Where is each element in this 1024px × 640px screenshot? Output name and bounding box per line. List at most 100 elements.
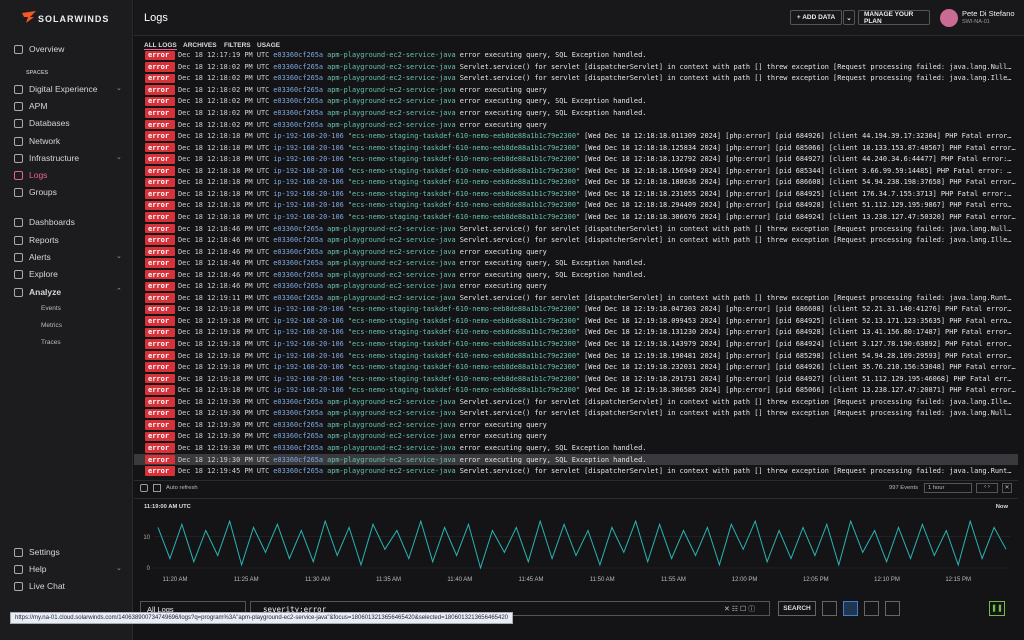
tab[interactable]: USAGE xyxy=(257,42,281,49)
log-host: e03360cf265a xyxy=(273,120,324,129)
tab[interactable]: ALL LOGS xyxy=(144,42,177,50)
log-row[interactable]: error Dec 18 12:18:46 PM UTC e03360cf265a a… xyxy=(134,223,1018,235)
log-row[interactable]: error Dec 18 12:18:18 PM UTC ip-192-168-20… xyxy=(134,153,1018,165)
log-source: "ecs-nemo-staging-taskdef-610-nemo-eeb8d… xyxy=(347,212,581,221)
add-data-button[interactable]: + ADD DATA xyxy=(790,10,842,25)
log-host: e03360cf265a xyxy=(273,259,324,268)
tab[interactable]: FILTERS xyxy=(224,42,251,49)
log-row[interactable]: error Dec 18 12:18:02 PM UTC e03360cf265a a… xyxy=(134,107,1018,119)
log-row[interactable]: error Dec 18 12:18:02 PM UTC e03360cf265a a… xyxy=(134,61,1018,73)
log-host: e03360cf265a xyxy=(273,293,324,302)
nav-item[interactable]: Events xyxy=(41,305,61,312)
refresh-button[interactable] xyxy=(140,484,148,492)
add-data-menu[interactable]: ⌄ xyxy=(843,10,855,25)
log-time: Dec 18 12:18:18 PM UTC xyxy=(178,212,270,221)
log-row[interactable]: error Dec 18 12:19:30 PM UTC e03360cf265a a… xyxy=(134,408,1018,420)
log-row[interactable]: error Dec 18 12:18:02 PM UTC e03360cf265a a… xyxy=(134,73,1018,85)
log-row[interactable]: error Dec 18 12:18:02 PM UTC e03360cf265a a… xyxy=(134,119,1018,131)
log-row[interactable]: error Dec 18 12:18:02 PM UTC e03360cf265a a… xyxy=(134,84,1018,96)
log-row[interactable]: error Dec 18 12:19:30 PM UTC e03360cf265a a… xyxy=(134,431,1018,443)
log-row[interactable]: error Dec 18 12:19:18 PM UTC ip-192-168-20… xyxy=(134,361,1018,373)
plan-button[interactable]: MANAGE YOUR PLAN xyxy=(858,10,930,25)
log-row[interactable]: error Dec 18 12:19:18 PM UTC ip-192-168-20… xyxy=(134,350,1018,362)
nav-item[interactable]: Groups xyxy=(14,187,57,197)
log-row[interactable]: error Dec 18 12:18:18 PM UTC ip-192-168-20… xyxy=(134,142,1018,154)
log-row[interactable]: error Dec 18 12:19:30 PM UTC e03360cf265a a… xyxy=(134,442,1018,454)
log-row[interactable]: error Dec 18 12:19:30 PM UTC e03360cf265a a… xyxy=(134,453,1018,466)
log-source: apm-playground-ec2-service-java xyxy=(327,282,456,291)
avatar[interactable] xyxy=(940,9,958,27)
log-row[interactable]: error Dec 18 12:19:11 PM UTC e03360cf265a a… xyxy=(134,292,1018,304)
nav-item[interactable]: Metrics xyxy=(41,322,62,329)
pause-button[interactable]: ❚❚ xyxy=(989,601,1005,616)
nav-item[interactable]: Dashboards xyxy=(14,217,75,227)
log-row[interactable]: error Dec 18 12:19:45 PM UTC e03360cf265a a… xyxy=(134,465,1018,477)
log-row[interactable]: error Dec 18 12:18:18 PM UTC ip-192-168-20… xyxy=(134,188,1018,200)
log-source: "ecs-nemo-staging-taskdef-610-nemo-eeb8d… xyxy=(347,386,581,395)
log-source: apm-playground-ec2-service-java xyxy=(327,397,456,406)
log-row[interactable]: error Dec 18 12:17:19 PM UTC e03360cf265a a… xyxy=(134,50,1018,61)
chart-toggle[interactable] xyxy=(843,601,858,616)
log-row[interactable]: error Dec 18 12:19:18 PM UTC ip-192-168-20… xyxy=(134,327,1018,339)
log-row[interactable]: error Dec 18 12:18:02 PM UTC e03360cf265a a… xyxy=(134,96,1018,108)
log-level: error xyxy=(145,166,175,176)
nav-item[interactable]: Digital Experience xyxy=(14,84,98,94)
nav-item[interactable]: Infrastructure xyxy=(14,153,79,163)
log-message: [Wed Dec 18 12:19:18.131230 2024] [php:e… xyxy=(584,328,1012,337)
log-row[interactable]: error Dec 18 12:18:18 PM UTC ip-192-168-20… xyxy=(134,177,1018,189)
nav-item[interactable]: Live Chat xyxy=(14,581,65,591)
clock-button[interactable] xyxy=(822,601,837,616)
log-row[interactable]: error Dec 18 12:18:18 PM UTC ip-192-168-20… xyxy=(134,200,1018,212)
nav-item[interactable]: Analyze xyxy=(14,287,61,297)
nav-item[interactable]: Reports xyxy=(14,235,59,245)
nav-item[interactable]: APM xyxy=(14,101,47,111)
nav-icon xyxy=(14,252,23,262)
log-row[interactable]: error Dec 18 12:19:18 PM UTC ip-192-168-20… xyxy=(134,304,1018,316)
tab[interactable]: ARCHIVES xyxy=(183,42,217,49)
log-row[interactable]: error Dec 18 12:18:18 PM UTC ip-192-168-20… xyxy=(134,165,1018,177)
auto-refresh-checkbox[interactable] xyxy=(153,484,161,492)
nav-label: Settings xyxy=(29,547,60,557)
nav-item[interactable]: Databases xyxy=(14,118,70,128)
nav-item[interactable]: Help xyxy=(14,564,46,574)
search-button[interactable]: SEARCH xyxy=(778,601,816,616)
log-row[interactable]: error Dec 18 12:18:46 PM UTC e03360cf265a a… xyxy=(134,269,1018,281)
range-close[interactable]: ✕ xyxy=(1002,483,1012,493)
log-host: e03360cf265a xyxy=(273,109,324,118)
log-source: apm-playground-ec2-service-java xyxy=(327,259,456,268)
log-source: "ecs-nemo-staging-taskdef-610-nemo-eeb8d… xyxy=(347,143,581,152)
nav-item[interactable]: Alerts xyxy=(14,252,51,262)
settings-button[interactable] xyxy=(864,601,879,616)
log-level: error xyxy=(145,304,175,315)
x-tick-label: 12:10 PM xyxy=(874,577,900,583)
range-nav[interactable]: ‹ › xyxy=(976,483,998,493)
log-row[interactable]: error Dec 18 12:18:18 PM UTC ip-192-168-20… xyxy=(134,211,1018,223)
log-row[interactable]: error Dec 18 12:19:18 PM UTC ip-192-168-20… xyxy=(134,315,1018,327)
log-row[interactable]: error Dec 18 12:18:46 PM UTC e03360cf265a a… xyxy=(134,234,1018,246)
log-row[interactable]: error Dec 18 12:19:18 PM UTC ip-192-168-20… xyxy=(134,338,1018,350)
log-time: Dec 18 12:18:18 PM UTC xyxy=(178,189,270,198)
log-time: Dec 18 12:18:46 PM UTC xyxy=(178,270,270,279)
log-row[interactable]: error Dec 18 12:18:46 PM UTC e03360cf265a a… xyxy=(134,246,1018,258)
log-row[interactable]: error Dec 18 12:18:46 PM UTC e03360cf265a a… xyxy=(134,257,1018,269)
nav-item[interactable]: Explore xyxy=(14,269,58,279)
log-row[interactable]: error Dec 18 12:18:46 PM UTC e03360cf265a a… xyxy=(134,281,1018,293)
logo[interactable]: SOLARWINDS xyxy=(38,14,110,24)
search-icons[interactable]: ✕ ☷ ☐ ⓘ xyxy=(724,606,756,613)
log-level: error xyxy=(145,131,175,141)
nav-item[interactable]: Logs xyxy=(14,170,47,180)
log-message: [Wed Dec 18 12:19:18.291731 2024] [php:e… xyxy=(584,374,1012,383)
log-row[interactable]: error Dec 18 12:19:18 PM UTC ip-192-168-20… xyxy=(134,384,1018,396)
nav-item[interactable]: Overview xyxy=(14,44,64,54)
nav-item[interactable]: Settings xyxy=(14,547,60,557)
nav-item[interactable]: Traces xyxy=(41,339,61,346)
log-host: e03360cf265a xyxy=(273,282,324,291)
log-host: ip-192-168-20-106 xyxy=(273,340,344,349)
log-row[interactable]: error Dec 18 12:19:18 PM UTC ip-192-168-20… xyxy=(134,373,1018,385)
log-row[interactable]: error Dec 18 12:19:30 PM UTC e03360cf265a a… xyxy=(134,396,1018,408)
log-row[interactable]: error Dec 18 12:18:18 PM UTC ip-192-168-20… xyxy=(134,130,1018,142)
log-row[interactable]: error Dec 18 12:19:30 PM UTC e03360cf265a a… xyxy=(134,419,1018,431)
alert-button[interactable] xyxy=(885,601,900,616)
nav-item[interactable]: Network xyxy=(14,136,60,146)
range-select[interactable]: 1 hour xyxy=(924,483,972,493)
